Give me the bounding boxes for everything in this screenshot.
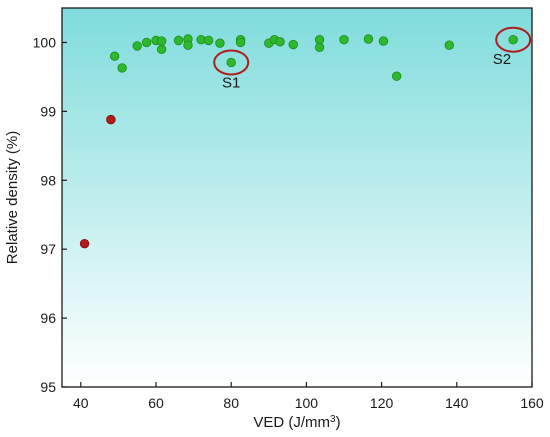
data-point [79, 238, 90, 249]
x-tick-label: 40 [73, 395, 89, 411]
data-point [226, 57, 236, 68]
data-point [156, 44, 167, 55]
data-point [339, 34, 349, 45]
highlight-ellipse [213, 49, 250, 76]
x-tick-label: 80 [223, 395, 239, 411]
y-tick-label: 97 [40, 241, 56, 257]
data-point [288, 39, 298, 50]
x-tick-label: 120 [370, 395, 394, 411]
data-point [117, 63, 127, 73]
x-tick-label: 60 [148, 395, 164, 411]
data-point [444, 40, 454, 50]
y-tick-label: 98 [40, 172, 56, 188]
y-tick-label: 95 [40, 379, 56, 395]
annotation-label: S1 [222, 74, 240, 91]
data-point [203, 35, 214, 46]
data-point [132, 41, 142, 51]
plot-frame [61, 7, 533, 388]
plot-background [62, 8, 532, 387]
x-axis-label-base: VED (J/mm [253, 414, 330, 431]
data-point [275, 37, 285, 47]
data-point [156, 36, 167, 46]
x-tick-label: 160 [520, 395, 544, 411]
x-axis-label-sup: 3 [330, 414, 336, 425]
data-point [391, 71, 402, 81]
data-point [378, 36, 389, 46]
data-point [363, 34, 374, 44]
y-tick-label: 100 [33, 34, 57, 50]
data-point [173, 35, 184, 46]
data-point [106, 114, 116, 125]
annotation-label: S2 [493, 51, 511, 68]
y-axis-label: Relative density (%) [4, 131, 21, 264]
data-point [508, 34, 518, 45]
x-tick-label: 100 [295, 395, 319, 411]
highlight-ellipse [495, 26, 532, 53]
data-point [235, 37, 246, 48]
x-axis-label-tail: ) [336, 414, 341, 431]
y-tick-label: 96 [40, 310, 56, 326]
data-point [141, 37, 152, 48]
y-tick-label: 99 [40, 103, 56, 119]
x-axis-label: VED (J/mm3) [253, 414, 340, 432]
data-point [109, 51, 120, 61]
data-point [215, 38, 225, 48]
data-point [314, 42, 325, 52]
x-tick-label: 140 [445, 395, 469, 411]
data-point [183, 40, 193, 50]
